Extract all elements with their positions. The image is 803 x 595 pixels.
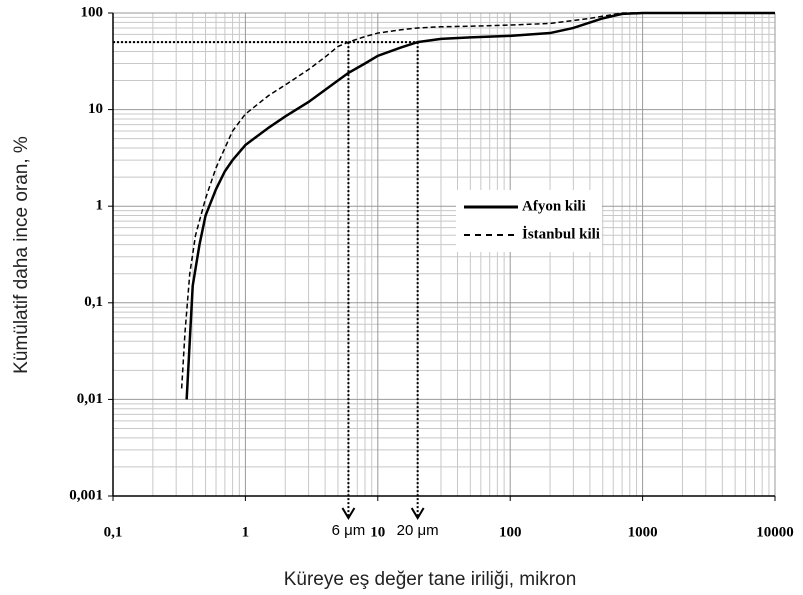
data-line <box>180 12 775 389</box>
annotation-label: 6 μm <box>332 522 366 539</box>
x-axis-title: Küreye eş değer tane iriliği, mikron <box>284 569 577 590</box>
x-tick-label: 10000 <box>756 524 794 540</box>
y-tick-label: 10 <box>88 101 103 117</box>
y-tick-label: 0,001 <box>69 487 103 503</box>
annotation-label: 20 μm <box>397 522 439 539</box>
legend-label: İstanbul kili <box>522 225 600 242</box>
y-tick-label: 1 <box>96 198 104 214</box>
annotation-arrow <box>410 507 425 520</box>
legend-box <box>456 190 602 252</box>
x-tick-label: 100 <box>499 524 522 540</box>
x-tick-label: 1 <box>242 524 250 540</box>
data-line <box>185 11 775 400</box>
y-axis-title: Kümülatif daha ince oran, % <box>11 136 32 374</box>
x-tick-label: 1000 <box>628 524 658 540</box>
y-tick-label: 0,1 <box>84 294 103 310</box>
y-tick-label: 0,01 <box>77 391 103 407</box>
x-tick-label: 10 <box>370 524 385 540</box>
y-tick-label: 100 <box>81 4 104 20</box>
annotation-arrow <box>341 507 356 520</box>
legend-label: Afyon kili <box>522 198 586 214</box>
x-tick-label: 0,1 <box>104 524 123 540</box>
